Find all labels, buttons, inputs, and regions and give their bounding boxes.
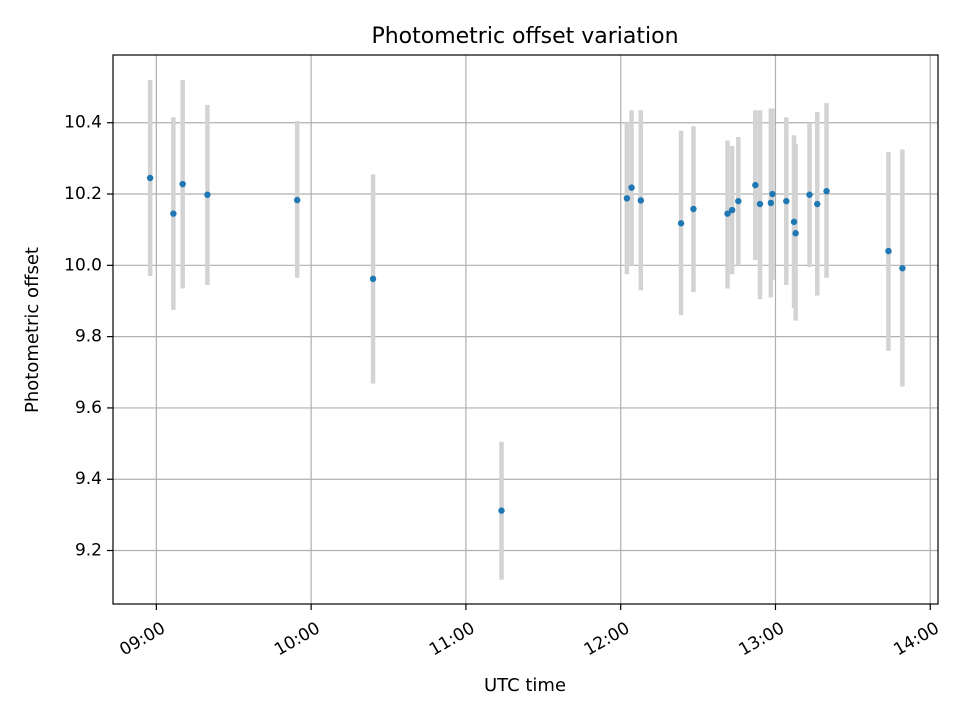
data-point: [637, 197, 645, 204]
data-point: [628, 184, 635, 191]
data-point: [899, 264, 906, 272]
y-axis-ticks: 9.2 9.4 9.6 9.8 10.0 10.2 10.4: [64, 113, 113, 561]
data-point: [806, 191, 813, 198]
data-point: [293, 196, 301, 204]
data-point: [728, 206, 736, 214]
data-point: [735, 197, 742, 205]
x-tick-label: 10:00: [271, 618, 323, 660]
x-tick-label: 14:00: [890, 618, 942, 660]
plot-background: [113, 55, 938, 604]
y-tick-label: 9.8: [75, 327, 102, 347]
plot-frame: [112, 54, 939, 605]
y-tick-label: 9.4: [75, 469, 102, 489]
data-point: [769, 190, 776, 198]
x-tick-label: 11:00: [426, 618, 478, 660]
data-point: [498, 507, 505, 514]
data-point: [170, 210, 177, 217]
data-point: [767, 199, 775, 207]
x-tick-label: 09:00: [116, 618, 168, 660]
data-point: [623, 195, 631, 202]
data-point: [179, 180, 186, 188]
data-point: [790, 218, 798, 226]
data-point: [814, 200, 821, 208]
data-point: [677, 220, 685, 227]
chart-title: Photometric offset variation: [371, 24, 678, 49]
x-tick-label: 13:00: [736, 618, 788, 660]
y-tick-label: 9.6: [75, 398, 102, 418]
data-point: [756, 200, 764, 208]
grid: [113, 55, 938, 604]
data-point: [752, 181, 759, 189]
y-tick-label: 10.2: [64, 184, 102, 204]
x-axis-label: UTC time: [484, 675, 566, 696]
data-point: [823, 187, 830, 195]
x-tick-label: 12:00: [581, 618, 633, 660]
data-point: [204, 191, 211, 198]
data-point: [369, 275, 377, 283]
x-axis-ticks: 09:00 10:00 11:00 12:00 13:00 14:00: [116, 604, 943, 660]
y-tick-label: 10.4: [64, 113, 102, 133]
data-point: [146, 174, 154, 182]
data-point: [783, 197, 790, 205]
data-point: [690, 205, 697, 213]
y-tick-label: 9.2: [75, 541, 102, 561]
data-points: [146, 174, 906, 514]
y-axis-label: Photometric offset: [22, 247, 43, 413]
y-tick-label: 10.0: [64, 255, 102, 275]
data-point: [885, 247, 892, 255]
data-point: [724, 210, 731, 217]
data-point: [792, 230, 799, 237]
